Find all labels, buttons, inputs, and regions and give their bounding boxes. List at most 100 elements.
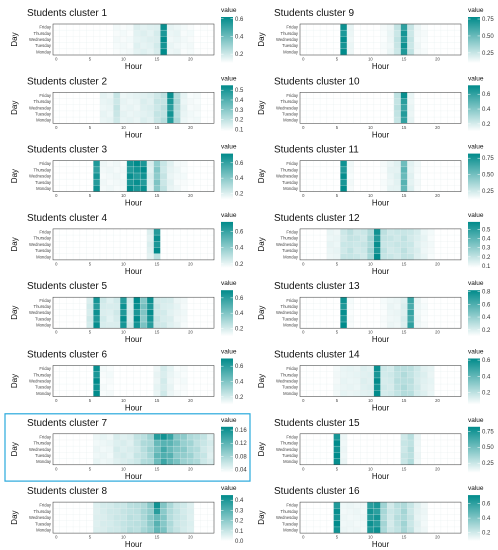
heatmap-cell: [120, 166, 127, 174]
x-tick-label: 5: [89, 193, 92, 198]
y-axis-title: Day: [10, 306, 19, 320]
y-axis-title: Day: [257, 306, 266, 320]
heatmap-cell: [340, 452, 348, 459]
x-tick-label: 0: [302, 57, 305, 62]
heatmap-cell: [146, 526, 154, 534]
heatmap-cell: [187, 508, 195, 515]
heatmap-cell: [140, 446, 148, 453]
x-tick-label: 20: [435, 330, 440, 335]
heatmap-cell: [387, 235, 395, 242]
heatmap-cell: [113, 458, 121, 465]
heatmap-cell: [393, 315, 401, 323]
heatmap-cell: [380, 514, 388, 521]
heatmap-cell: [373, 247, 381, 254]
heatmap-cell: [373, 514, 381, 521]
heatmap-cell: [340, 446, 348, 453]
y-tick-label: Friday: [39, 230, 52, 235]
heatmap-cell: [86, 303, 94, 310]
y-axis-title: Day: [257, 169, 266, 183]
heatmap-cell: [414, 322, 421, 329]
heatmap-cell: [133, 179, 141, 186]
heatmap-cell: [140, 185, 148, 192]
heatmap-cell: [160, 104, 168, 112]
legend-tick-label: 0.3: [235, 108, 244, 114]
heatmap-cell: [167, 365, 174, 372]
heatmap-cell: [380, 247, 388, 254]
heatmap-cell: [387, 390, 395, 397]
heatmap-cell: [160, 297, 168, 304]
heatmap-cell: [153, 508, 161, 515]
heatmap-cell: [414, 253, 421, 261]
legend-title: value: [468, 349, 484, 356]
heatmap-cell: [146, 228, 154, 236]
x-axis-title: Hour: [372, 335, 390, 344]
heatmap-cell: [140, 166, 148, 174]
heatmap-cell: [400, 48, 408, 56]
heatmap-cell: [407, 117, 415, 124]
heatmap-cell: [407, 384, 415, 391]
heatmap-cell: [387, 42, 395, 49]
legend-tick-label: 0.04: [235, 468, 247, 474]
heatmap-cell: [400, 160, 408, 167]
heatmap-cell: [193, 42, 201, 49]
heatmap-cell: [360, 377, 368, 385]
heatmap-cell: [346, 241, 354, 248]
heatmap-cell: [340, 384, 348, 391]
legend-tick-label: 0.75: [482, 156, 494, 162]
heatmap-cell: [113, 42, 121, 49]
heatmap-cell: [414, 371, 421, 379]
heatmap-cell: [380, 241, 388, 248]
heatmap-cell: [99, 446, 107, 453]
heatmap-cell: [387, 303, 395, 310]
heatmap-cell: [393, 309, 401, 316]
heatmap-cell: [393, 117, 401, 124]
heatmap-cell: [93, 514, 101, 521]
heatmap-cell: [167, 384, 174, 391]
heatmap-cell: [126, 315, 134, 323]
heatmap-cell: [400, 365, 408, 372]
heatmap-cell: [353, 514, 361, 521]
heatmap-cell: [340, 322, 348, 329]
heatmap-cell: [353, 377, 361, 385]
heatmap-cell: [160, 24, 168, 31]
heatmap-cell: [140, 98, 148, 105]
legend-title: value: [221, 280, 237, 287]
heatmap-cell: [153, 36, 161, 43]
heatmap-cell: [414, 502, 421, 509]
y-tick-label: Tuesday: [35, 248, 52, 253]
heatmap-cell: [420, 365, 428, 372]
x-tick-label: 0: [302, 261, 305, 266]
legend-tick-label: 0.4: [235, 311, 244, 317]
heatmap-cell: [373, 377, 381, 385]
legend-colorbar: [221, 153, 233, 200]
heatmap-cell: [373, 228, 381, 236]
heatmap-cell: [407, 303, 415, 310]
heatmap-cell: [173, 185, 181, 192]
legend-title: value: [221, 144, 237, 151]
heatmap-cell: [133, 433, 141, 441]
heatmap-cell: [407, 322, 415, 329]
heatmap-cell: [333, 514, 341, 521]
heatmap-cell: [180, 303, 188, 310]
heatmap-cell: [106, 303, 114, 310]
heatmap-cell: [120, 458, 127, 465]
x-tick-label: 15: [155, 535, 160, 540]
x-tick-label: 5: [336, 398, 339, 403]
heatmap-cell: [353, 365, 361, 372]
heatmap-cell: [400, 42, 408, 49]
heatmap-cell: [99, 92, 107, 99]
heatmap-cell: [407, 520, 415, 528]
x-axis-title: Hour: [125, 62, 143, 71]
heatmap-cell: [346, 235, 354, 242]
heatmap-cell: [133, 309, 141, 316]
heatmap-cell: [407, 526, 415, 534]
heatmap-cell: [326, 235, 334, 242]
x-tick-label: 0: [302, 193, 305, 198]
y-tick-label: Friday: [39, 93, 52, 98]
heatmap-cell: [106, 433, 114, 441]
y-tick-label: Friday: [286, 298, 299, 303]
heatmap-cell: [93, 440, 101, 447]
x-tick-label: 0: [55, 57, 58, 62]
heatmap-cell: [346, 30, 354, 37]
heatmap-cell: [373, 384, 381, 391]
